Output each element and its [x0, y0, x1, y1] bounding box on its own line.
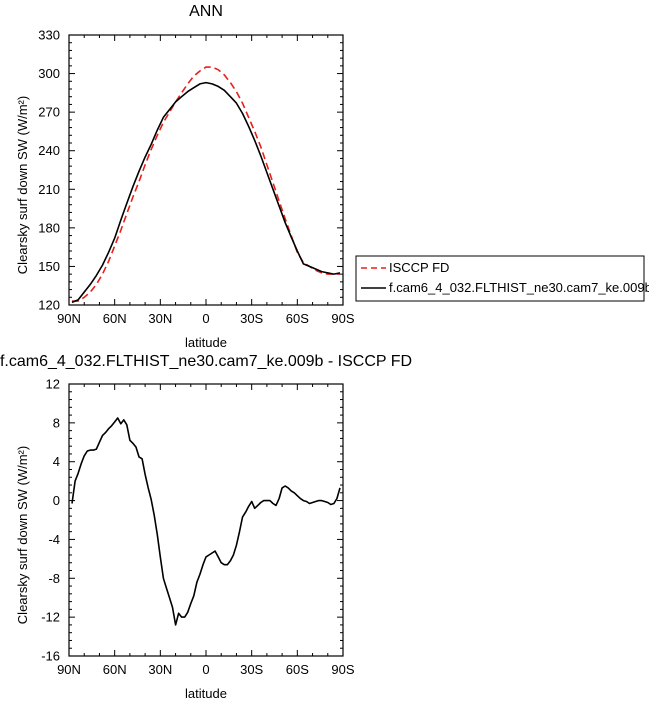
top-ytick-label: 240 [38, 143, 60, 158]
top-ytick-label: 210 [38, 182, 60, 197]
top-xtick-label: 30S [240, 311, 263, 326]
top-series-line-1 [71, 81, 341, 304]
bottom-ytick-label: -16 [41, 649, 60, 664]
bottom-ytick-label: -4 [48, 532, 60, 547]
top-ytick-label: 120 [38, 298, 60, 313]
chart-bottom-title: f.cam6_4_032.FLTHIST_ne30.cam7_ke.009b -… [0, 353, 412, 370]
bottom-ytick-label: 4 [53, 454, 60, 469]
chart-top-legend: ISCCP FD f.cam6_4_032.FLTHIST_ne30.cam7_… [355, 255, 649, 302]
chart-top-ticks: 90N 60N 30N 0 30S 60S 90S 120 150 180 210 240 270 300… [38, 28, 355, 327]
top-ytick-label: 180 [38, 220, 60, 235]
legend-label-isccp: ISCCP FD [389, 260, 449, 275]
chart-bottom-ticks: 90N 60N 30N 0 30S 60S 90S -16 -12 -8 -4 0 4 8 12 [41, 377, 355, 678]
chart-bottom-xlabel: latitude [185, 686, 227, 701]
bottom-xtick-label: 90S [331, 662, 354, 677]
chart-bottom: f.cam6_4_032.FLTHIST_ne30.cam7_ke.009b -… [0, 353, 412, 701]
bottom-ytick-label: 0 [53, 493, 60, 508]
chart-top-frame [68, 34, 344, 306]
legend-frame [355, 255, 645, 302]
bottom-ytick-label: 8 [53, 415, 60, 430]
top-ytick-label: 150 [38, 259, 60, 274]
bottom-xtick-label: 90N [57, 662, 81, 677]
legend-label-model: f.cam6_4_032.FLTHIST_ne30.cam7_ke.009b [389, 280, 649, 295]
chart-bottom-frame [68, 383, 344, 657]
bottom-xtick-label: 60S [286, 662, 309, 677]
bottom-xtick-label: 30S [240, 662, 263, 677]
chart-top-series [71, 66, 341, 304]
top-ytick-label: 270 [38, 105, 60, 120]
bottom-xtick-label: 30N [148, 662, 172, 677]
chart-top: ANN latitude Clearsky surf down SW (W/m²… [15, 3, 355, 350]
top-xtick-label: 30N [148, 311, 172, 326]
chart-top-xlabel: latitude [185, 335, 227, 350]
chart-top-title: ANN [189, 3, 223, 20]
bottom-series-line-0 [71, 417, 341, 626]
top-xtick-label: 90N [57, 311, 81, 326]
bottom-ytick-label: -12 [41, 610, 60, 625]
bottom-ytick-label: 12 [46, 377, 60, 392]
chart-top-ylabel: Clearsky surf down SW (W/m²) [15, 96, 30, 274]
bottom-xtick-label: 0 [202, 662, 209, 677]
top-xtick-label: 60S [286, 311, 309, 326]
top-ytick-label: 330 [38, 28, 60, 43]
bottom-ytick-label: -8 [48, 571, 60, 586]
chart-bottom-series [71, 417, 341, 626]
top-xtick-label: 0 [202, 311, 209, 326]
top-xtick-label: 90S [331, 311, 354, 326]
top-xtick-label: 60N [103, 311, 127, 326]
top-series-line-0 [72, 66, 340, 302]
chart-bottom-ylabel: Clearsky surf down SW (W/m²) [15, 446, 30, 624]
top-ytick-label: 300 [38, 66, 60, 81]
bottom-xtick-label: 60N [103, 662, 127, 677]
